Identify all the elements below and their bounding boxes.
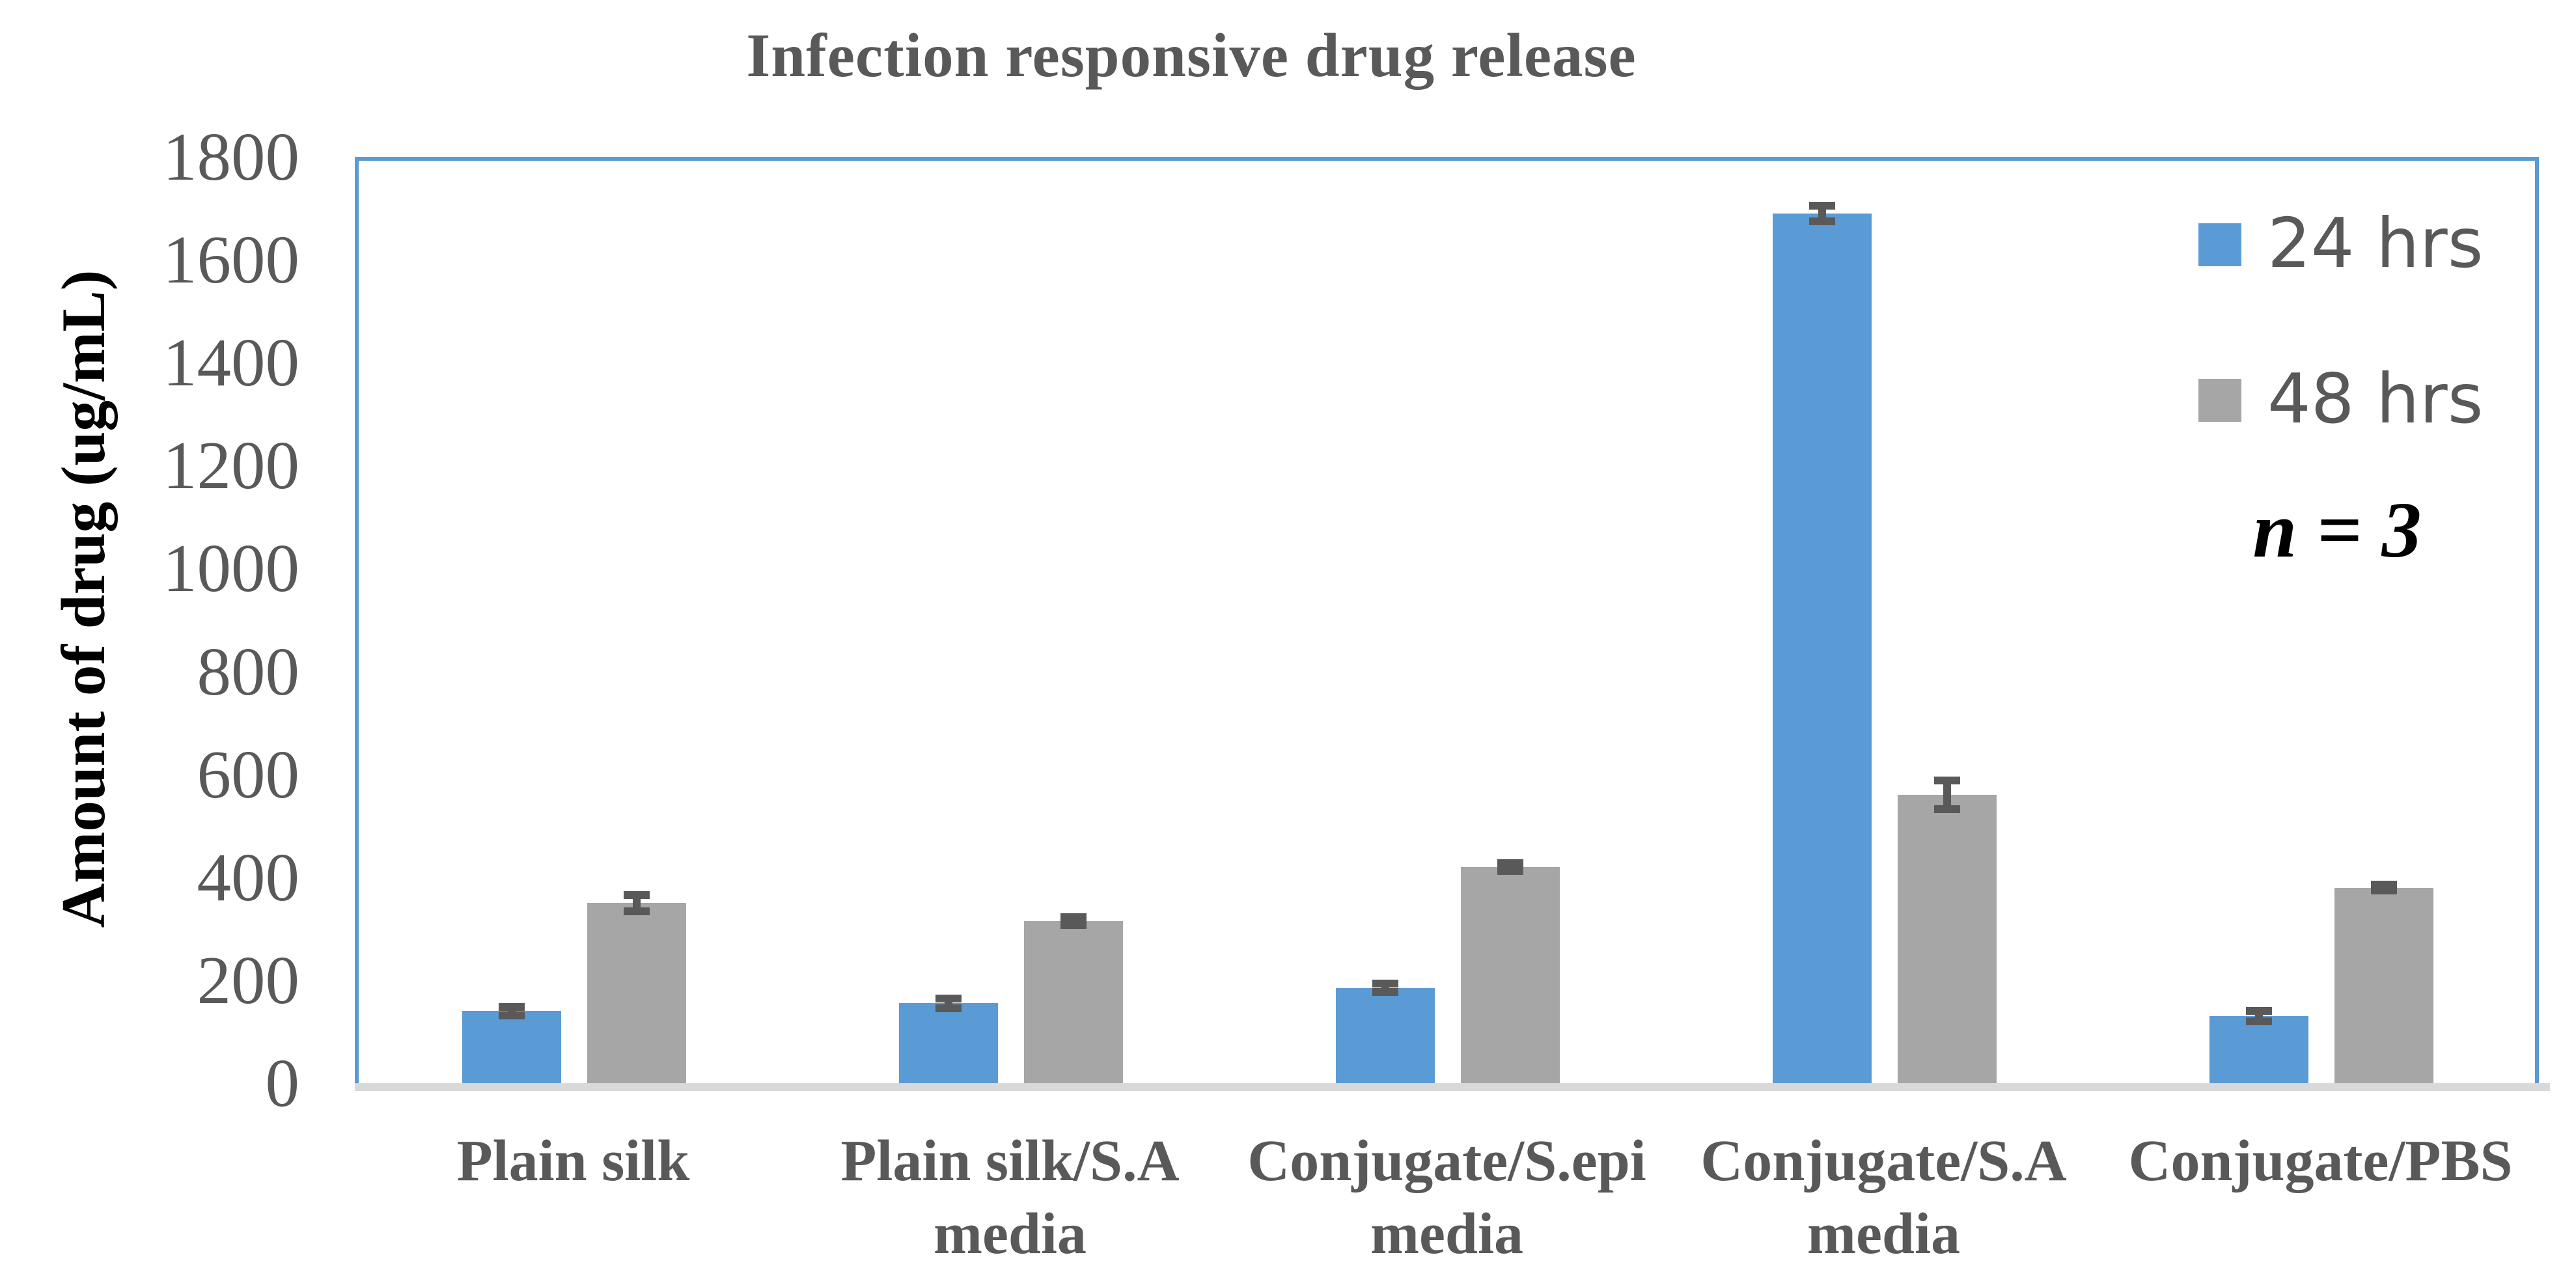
bar-24hrs-cat0 (462, 1011, 561, 1083)
y-tick-label: 1400 (163, 324, 299, 401)
category-label-3: Conjugate/S.A media (1700, 1129, 2067, 1266)
y-tick-label: 400 (197, 838, 300, 915)
legend-swatch-48hrs-icon (2198, 379, 2241, 422)
y-tick-label: 1000 (163, 530, 299, 607)
legend-label-24hrs: 24 hrs (2267, 204, 2484, 283)
y-tick-label: 1600 (163, 221, 299, 298)
y-tick-label: 1200 (163, 427, 299, 504)
y-tick-label: 800 (197, 633, 300, 710)
bar-24hrs-cat2 (1336, 987, 1435, 1083)
bar-48hrs-cat0 (587, 903, 686, 1083)
y-axis-line (355, 157, 359, 1087)
chart-title: Infection responsive drug release (746, 21, 1637, 90)
y-tick-label: 200 (197, 941, 300, 1018)
x-axis-line (355, 1083, 2550, 1091)
bar-48hrs-cat1 (1024, 920, 1123, 1083)
legend-swatch-24hrs-icon (2198, 223, 2241, 266)
bar-48hrs-cat3 (1898, 795, 1997, 1083)
legend-label-48hrs: 48 hrs (2267, 359, 2484, 439)
category-label-2: Conjugate/S.epi media (1247, 1129, 1646, 1266)
y-tick-label: 600 (197, 736, 300, 812)
category-label-0: Plain silk (456, 1129, 690, 1193)
bar-48hrs-cat2 (1461, 866, 1560, 1083)
category-label-1: Plain silk/S.A media (840, 1129, 1180, 1266)
y-tick-label: 0 (265, 1045, 300, 1121)
bar-24hrs-cat1 (899, 1003, 998, 1083)
bar-24hrs-cat3 (1773, 213, 1872, 1083)
plot-border-right (2535, 157, 2539, 1087)
bar-48hrs-cat4 (2334, 887, 2433, 1083)
y-tick-label: 1800 (163, 118, 299, 195)
category-label-4: Conjugate/PBS (2128, 1129, 2513, 1193)
plot-border-top (355, 157, 2539, 161)
sample-size-annotation: n = 3 (2252, 486, 2422, 574)
bar-24hrs-cat4 (2209, 1016, 2308, 1083)
